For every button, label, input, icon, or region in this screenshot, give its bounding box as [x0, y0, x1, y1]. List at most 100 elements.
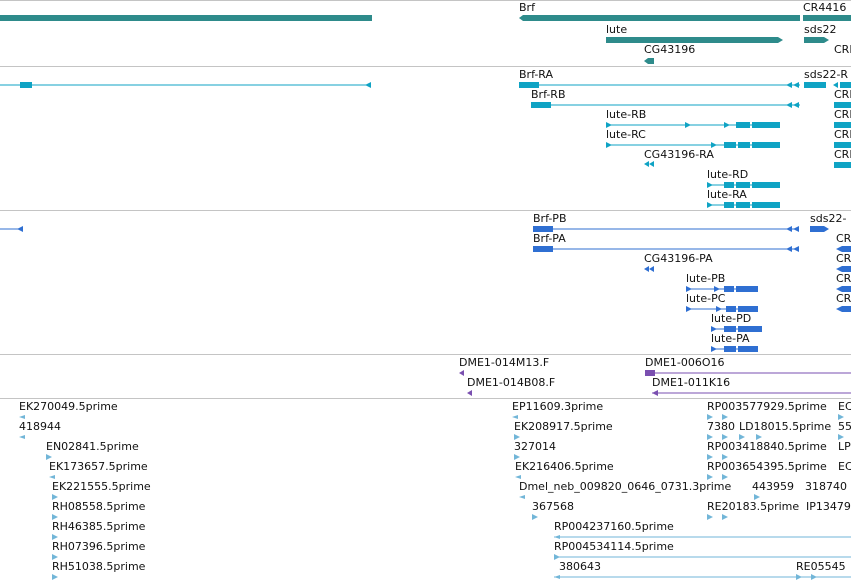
transcript-brf-rb[interactable]: [531, 102, 800, 108]
est-mark[interactable]: [707, 434, 713, 440]
protein-label[interactable]: CR: [836, 232, 851, 245]
protein-cr-1[interactable]: [836, 246, 851, 252]
est-mark[interactable]: [722, 414, 728, 420]
clone-dme1-014b08-f[interactable]: [467, 390, 472, 396]
est-mark[interactable]: [515, 475, 521, 479]
est-mark[interactable]: [756, 434, 762, 440]
est-label[interactable]: RP003418840.5prime: [707, 440, 827, 453]
est-mark[interactable]: [52, 554, 58, 560]
est-mark[interactable]: [707, 514, 713, 520]
est-mark[interactable]: [722, 514, 728, 520]
protein-label[interactable]: lute-PD: [711, 312, 752, 325]
est-label[interactable]: EP11609.3prime: [512, 400, 604, 413]
transcript-left[interactable]: [0, 82, 371, 88]
est-label[interactable]: LP: [838, 440, 851, 453]
est-label[interactable]: RH08558.5prime: [52, 500, 146, 513]
est-mark[interactable]: [52, 514, 58, 520]
est-label[interactable]: 7380: [707, 420, 735, 433]
gene-label[interactable]: lute: [606, 23, 628, 36]
clone-label[interactable]: DME1-014B08.F: [467, 376, 556, 389]
transcript-cri-3[interactable]: [834, 142, 851, 148]
est-label[interactable]: EC: [838, 460, 851, 473]
protein-label[interactable]: lute-PC: [686, 292, 726, 305]
est-mark[interactable]: [52, 534, 58, 540]
protein-brf-pb[interactable]: [533, 226, 799, 232]
est-label[interactable]: EN02841.5prime: [46, 440, 139, 453]
gene-bar-left[interactable]: [0, 15, 372, 21]
gene-bar-lute[interactable]: [606, 37, 783, 43]
est-mark[interactable]: [49, 475, 55, 479]
clone-label[interactable]: DME1-006O16: [645, 356, 725, 369]
protein-lute-pa[interactable]: [711, 346, 758, 352]
est-label[interactable]: EK221555.5prime: [52, 480, 151, 493]
est-mark[interactable]: [739, 434, 745, 440]
est-line[interactable]: [554, 554, 851, 560]
transcript-label[interactable]: CRI: [834, 88, 851, 101]
est-mark[interactable]: [46, 454, 52, 460]
est-mark[interactable]: [52, 574, 58, 580]
est-mark[interactable]: [19, 435, 25, 439]
transcript-brf-ra[interactable]: [519, 82, 800, 88]
gene-label[interactable]: CRI: [834, 43, 851, 56]
est-label[interactable]: EK216406.5prime: [515, 460, 614, 473]
est-label[interactable]: RP003577929.5prime: [707, 400, 827, 413]
est-mark[interactable]: [796, 574, 802, 580]
est-label[interactable]: 443959: [752, 480, 794, 493]
transcript-cri-2[interactable]: [834, 122, 851, 128]
protein-label[interactable]: Brf-PA: [533, 232, 566, 245]
est-label[interactable]: RE20183.5prime: [707, 500, 800, 513]
est-mark[interactable]: [514, 454, 520, 460]
protein-label[interactable]: CG43196-PA: [644, 252, 713, 265]
est-mark[interactable]: [707, 474, 713, 480]
gene-label[interactable]: CR4416: [803, 1, 847, 14]
est-label[interactable]: RH07396.5prime: [52, 540, 146, 553]
est-mark[interactable]: [532, 514, 538, 520]
protein-label[interactable]: lute-PA: [711, 332, 750, 345]
est-mark[interactable]: [519, 495, 525, 499]
est-label[interactable]: 55: [838, 420, 851, 433]
protein-cr-3[interactable]: [836, 286, 851, 292]
transcript-cri-1[interactable]: [834, 102, 851, 108]
est-label[interactable]: 367568: [532, 500, 574, 513]
gene-bar-cr4416[interactable]: [803, 15, 851, 21]
transcript-label[interactable]: lute-RD: [707, 168, 749, 181]
est-mark[interactable]: [52, 494, 58, 500]
est-label[interactable]: EK270049.5prime: [19, 400, 118, 413]
protein-label[interactable]: Brf-PB: [533, 212, 567, 225]
clone-dme1-011k16[interactable]: [652, 390, 851, 396]
protein-lute-pb[interactable]: [686, 286, 758, 292]
est-label[interactable]: RE05545: [796, 560, 846, 573]
transcript-label[interactable]: CG43196-RA: [644, 148, 714, 161]
transcript-label[interactable]: lute-RB: [606, 108, 647, 121]
est-label[interactable]: EK208917.5prime: [514, 420, 613, 433]
protein-label[interactable]: CR: [836, 252, 851, 265]
est-label[interactable]: Dmel_neb_009820_0646_0731.3prime: [519, 480, 732, 493]
est-label[interactable]: IP13479: [806, 500, 851, 513]
transcript-lute-ra[interactable]: [707, 202, 780, 208]
est-label[interactable]: LD18015.5prime: [739, 420, 832, 433]
protein-sds22[interactable]: [810, 226, 829, 232]
protein-label[interactable]: sds22-: [810, 212, 847, 225]
transcript-cg43196-ra[interactable]: [644, 161, 654, 167]
est-line[interactable]: [554, 575, 851, 579]
transcript-label[interactable]: Brf-RB: [531, 88, 566, 101]
transcript-label[interactable]: sds22-R: [804, 68, 849, 81]
protein-left[interactable]: [0, 226, 23, 232]
est-mark[interactable]: [512, 415, 518, 419]
est-label[interactable]: 380643: [559, 560, 601, 573]
transcript-label[interactable]: CRI: [834, 148, 851, 161]
est-line[interactable]: [554, 535, 851, 539]
protein-brf-pa[interactable]: [533, 246, 799, 252]
protein-lute-pd[interactable]: [711, 326, 762, 332]
gene-label[interactable]: CG43196: [644, 43, 696, 56]
est-label[interactable]: 418944: [19, 420, 61, 433]
transcript-cri-4[interactable]: [834, 162, 851, 168]
transcript-lute-rd[interactable]: [707, 182, 780, 188]
transcript-label[interactable]: lute-RA: [707, 188, 747, 201]
transcript-label[interactable]: lute-RC: [606, 128, 646, 141]
est-mark[interactable]: [838, 414, 844, 420]
est-mark[interactable]: [754, 494, 760, 500]
transcript-label[interactable]: Brf-RA: [519, 68, 554, 81]
transcript-lute-rc[interactable]: [606, 142, 780, 148]
protein-lute-pc[interactable]: [686, 306, 758, 312]
